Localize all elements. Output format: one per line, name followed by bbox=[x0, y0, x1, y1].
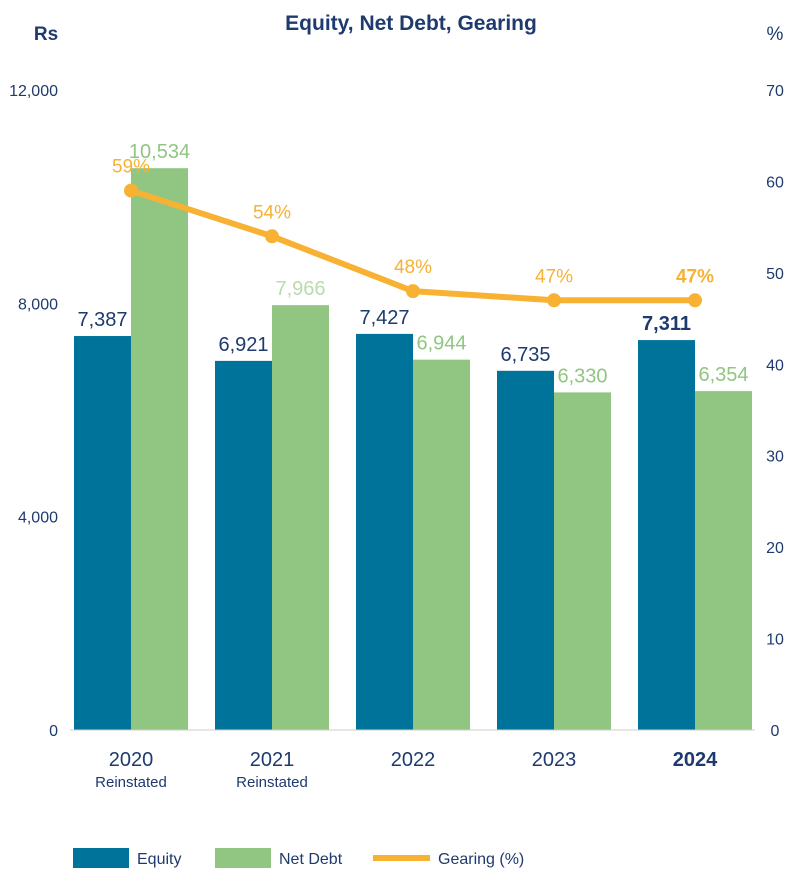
gearing-point bbox=[265, 229, 279, 244]
gearing-point bbox=[406, 284, 420, 299]
equity-value-label: 7,311 bbox=[642, 313, 691, 335]
net-debt-value-label: 6,944 bbox=[416, 333, 466, 355]
legend-net-debt-swatch bbox=[215, 848, 271, 868]
y-tick-label: 4,000 bbox=[18, 510, 58, 527]
gearing-point bbox=[547, 293, 561, 308]
equity-bar bbox=[638, 340, 695, 730]
net-debt-value-label: 6,330 bbox=[557, 365, 607, 387]
y2-tick-label: 10 bbox=[766, 632, 784, 649]
gearing-point bbox=[124, 183, 138, 198]
x-tick-sublabel: Reinstated bbox=[95, 774, 167, 791]
y-tick-label: 8,000 bbox=[18, 296, 58, 313]
legend-equity-label: Equity bbox=[137, 851, 181, 868]
legend-net-debt-label: Net Debt bbox=[279, 851, 343, 868]
net-debt-value-label: 7,966 bbox=[275, 278, 325, 300]
net-debt-bar bbox=[413, 359, 470, 730]
gearing-value-label: 54% bbox=[253, 202, 291, 223]
equity-bar bbox=[74, 336, 131, 730]
gearing-value-label: 48% bbox=[394, 257, 432, 278]
y2-axis-label: % bbox=[767, 24, 784, 45]
x-tick-label: 2022 bbox=[391, 749, 436, 771]
net-debt-value-label: 10,534 bbox=[129, 141, 190, 163]
net-debt-bar bbox=[554, 392, 611, 730]
legend-equity-swatch bbox=[73, 848, 129, 868]
y-tick-label: 12,000 bbox=[9, 83, 58, 100]
gearing-point bbox=[688, 293, 702, 308]
gearing-value-label: 47% bbox=[676, 266, 714, 287]
net-debt-value-label: 6,354 bbox=[698, 364, 748, 386]
x-tick-label: 2021 bbox=[250, 749, 295, 771]
y2-tick-label: 40 bbox=[766, 357, 784, 374]
y2-tick-label: 20 bbox=[766, 540, 784, 557]
gearing-value-label: 59% bbox=[112, 157, 150, 178]
y2-tick-label: 0 bbox=[771, 723, 780, 740]
equity-value-label: 6,735 bbox=[500, 344, 550, 366]
y-axis-label: Rs bbox=[34, 24, 58, 45]
y-tick-label: 0 bbox=[49, 723, 58, 740]
gearing-line bbox=[130, 187, 695, 304]
equity-value-label: 7,387 bbox=[77, 309, 127, 331]
equity-bar bbox=[215, 360, 272, 730]
net-debt-bar bbox=[131, 168, 188, 731]
equity-bar bbox=[356, 333, 413, 730]
legend-gearing-label: Gearing (%) bbox=[438, 851, 524, 868]
chart-title: Equity, Net Debt, Gearing bbox=[285, 12, 537, 35]
equity-value-label: 6,921 bbox=[218, 334, 268, 356]
y2-tick-label: 70 bbox=[766, 83, 784, 100]
y2-tick-label: 30 bbox=[766, 449, 784, 466]
x-tick-label: 2024 bbox=[673, 749, 718, 771]
y2-tick-label: 50 bbox=[766, 266, 784, 283]
net-debt-bar bbox=[272, 305, 329, 730]
x-tick-sublabel: Reinstated bbox=[236, 774, 308, 791]
x-tick-label: 2023 bbox=[532, 749, 577, 771]
gearing-value-label: 47% bbox=[535, 266, 573, 287]
equity-value-label: 7,427 bbox=[359, 307, 409, 329]
y2-tick-label: 60 bbox=[766, 174, 784, 191]
net-debt-bar bbox=[695, 391, 752, 730]
equity-bar bbox=[497, 370, 554, 730]
x-tick-label: 2020 bbox=[109, 749, 154, 771]
